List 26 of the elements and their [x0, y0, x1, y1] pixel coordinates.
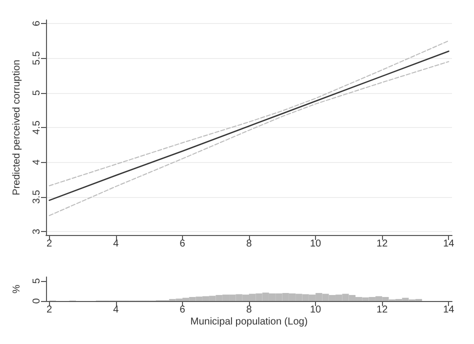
x-tick-label: 4 [113, 238, 120, 250]
y-tick-label: 3 [32, 228, 42, 234]
x-tick-label: 4 [113, 304, 120, 316]
x-tick-label: 14 [443, 238, 455, 250]
x-tick-label: 12 [376, 304, 388, 316]
y-tick-label: 6 [32, 20, 42, 26]
y-tick-label: 5 [32, 278, 42, 284]
x-tick-label: 2 [46, 238, 53, 250]
x-tick-label: 12 [376, 238, 388, 250]
x-tick-label: 10 [310, 304, 322, 316]
x-tick-label: 8 [246, 238, 252, 250]
x-tick-label: 2 [46, 304, 53, 316]
x-tick-label: 14 [443, 304, 455, 316]
y-tick-label: 5 [32, 90, 42, 96]
y-tick-label: 3.5 [32, 189, 42, 204]
x-tick-label: 6 [180, 304, 186, 316]
y-tick-label: 4 [32, 158, 42, 165]
x-axis-title: Municipal population (Log) [190, 316, 308, 328]
x-tick-label: 8 [246, 304, 252, 316]
y-tick-label: 0 [32, 298, 42, 304]
y-tick-label: 5.5 [32, 50, 42, 66]
y-axis-title: % [12, 284, 22, 294]
x-tick-label: 10 [310, 238, 322, 250]
x-tick-label: 6 [180, 238, 186, 250]
y-axis-title: Predicted perceived corruption [12, 60, 22, 196]
y-tick-label: 4.5 [32, 120, 42, 134]
